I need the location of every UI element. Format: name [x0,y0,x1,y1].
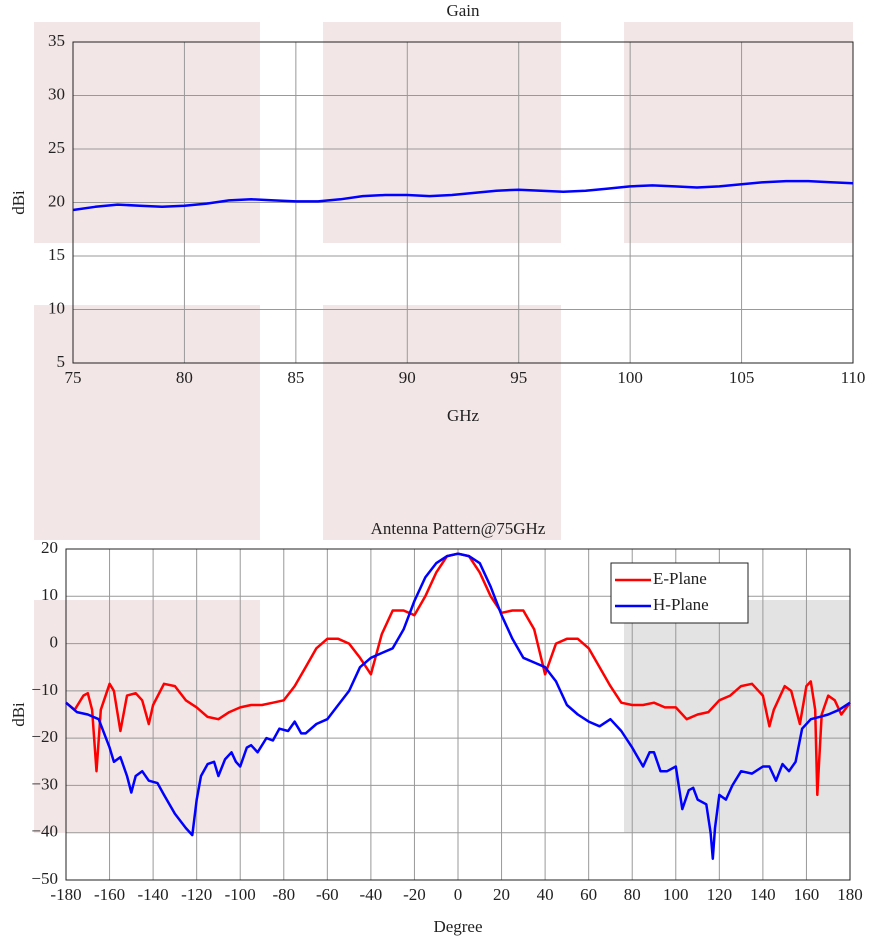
legend-label: E-Plane [653,569,707,588]
x-tick-label: 120 [707,885,733,904]
y-tick-label: 20 [48,191,65,210]
y-tick-label: −30 [31,774,58,793]
x-tick-label: 110 [841,368,866,387]
y-tick-label: 5 [57,352,66,371]
plot-frame [65,548,851,881]
x-tick-label: 80 [624,885,641,904]
x-axis-label: Degree [433,917,482,936]
y-tick-label: 10 [48,298,65,317]
y-tick-label: 15 [48,245,65,264]
x-axis-label: GHz [447,406,480,425]
legend-box [610,562,749,624]
y-axis-label: dBi [9,702,28,727]
x-tick-label: 75 [65,368,82,387]
x-tick-label: -180 [50,885,81,904]
x-tick-label: 140 [750,885,776,904]
y-axis-label: dBi [9,190,28,215]
x-tick-label: 100 [663,885,689,904]
y-tick-label: 30 [48,84,65,103]
y-tick-label: 20 [41,538,58,557]
chart-title: Antenna Pattern@75GHz [371,519,546,538]
y-tick-label: −10 [31,680,58,699]
y-tick-label: 10 [41,585,58,604]
x-tick-label: -100 [225,885,256,904]
x-tick-label: -140 [138,885,169,904]
x-tick-label: -160 [94,885,125,904]
x-tick-label: 160 [794,885,820,904]
x-tick-label: 180 [837,885,863,904]
y-tick-label: −40 [31,822,58,841]
x-tick-label: -20 [403,885,426,904]
x-tick-label: 95 [510,368,527,387]
x-tick-label: 90 [399,368,416,387]
x-tick-label: 100 [617,368,643,387]
x-tick-label: 80 [176,368,193,387]
x-tick-label: 20 [493,885,510,904]
background-shading [34,22,853,833]
x-tick-label: -40 [360,885,383,904]
y-tick-label: −50 [31,869,58,888]
y-tick-label: 35 [48,31,65,50]
chart-title: Gain [446,1,480,20]
x-tick-label: -80 [272,885,295,904]
y-tick-label: −20 [31,727,58,746]
x-tick-label: 105 [729,368,755,387]
y-tick-label: 0 [50,632,59,651]
y-tick-label: 25 [48,138,65,157]
plot-frame [72,41,854,364]
legend-label: H-Plane [653,595,709,614]
series-line [65,552,851,860]
x-tick-label: 60 [580,885,597,904]
x-tick-label: -120 [181,885,212,904]
x-tick-label: 0 [454,885,463,904]
x-tick-label: 85 [287,368,304,387]
series-line [72,179,854,212]
x-tick-label: 40 [537,885,554,904]
x-tick-label: -60 [316,885,339,904]
